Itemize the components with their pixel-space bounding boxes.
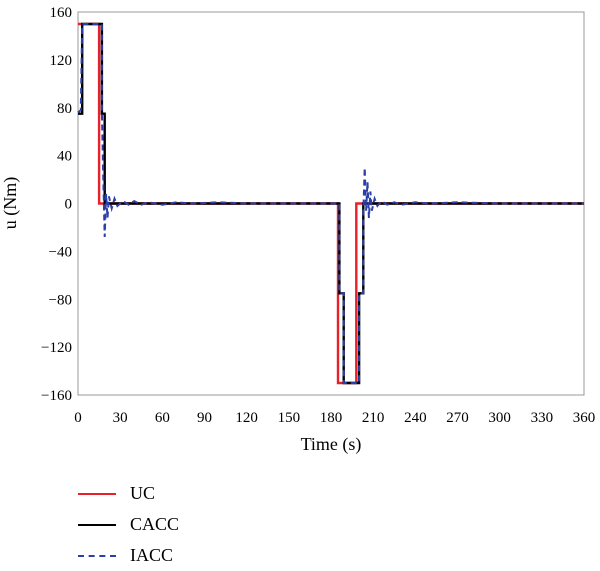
x-tick-label: 90 <box>197 410 212 426</box>
y-tick-label: 80 <box>57 101 72 117</box>
y-tick-label: −160 <box>41 388 72 404</box>
legend-label-iacc: IACC <box>130 545 174 565</box>
legend-swatch-cacc <box>78 523 116 526</box>
x-tick-label: 60 <box>155 410 170 426</box>
legend-label-uc: UC <box>130 483 156 503</box>
y-tick-label: 160 <box>50 5 73 21</box>
x-tick-label: 210 <box>362 410 385 426</box>
legend-label-cacc: CACC <box>130 514 180 534</box>
y-tick-label: −120 <box>41 340 72 356</box>
series-layer <box>77 22 584 385</box>
x-tick-label: 0 <box>74 410 82 426</box>
x-tick-label: 240 <box>404 410 427 426</box>
legend-item-cacc: CACC <box>78 509 179 540</box>
series-line-uc <box>78 22 584 385</box>
x-tick-label: 120 <box>235 410 258 426</box>
legend-item-iacc: IACC <box>78 540 179 571</box>
x-tick-label: 330 <box>531 410 554 426</box>
line-chart: 0 30 60 90 120 150 180 210 240 270 300 330 360 160 120… <box>0 5 595 455</box>
legend: UC CACC IACC <box>78 478 179 571</box>
x-tick-label: 360 <box>573 410 596 426</box>
y-axis-label: u (Nm) <box>0 177 21 230</box>
x-tick-label: 180 <box>320 410 343 426</box>
x-tick-label: 300 <box>488 410 511 426</box>
y-tick-label: −80 <box>49 292 72 308</box>
legend-item-uc: UC <box>78 478 179 509</box>
legend-swatch-iacc <box>78 554 116 557</box>
series-line-iacc <box>77 23 584 384</box>
y-tick-label: 40 <box>57 149 72 165</box>
y-tick-label: 0 <box>65 197 73 213</box>
x-tick-label: 270 <box>446 410 469 426</box>
tick-layer: 0 30 60 90 120 150 180 210 240 270 300 330 360 160 120… <box>41 5 595 426</box>
x-axis-label: Time (s) <box>301 434 362 455</box>
legend-swatch-uc <box>78 492 116 495</box>
y-tick-label: 120 <box>50 53 73 69</box>
x-tick-label: 150 <box>278 410 301 426</box>
x-tick-label: 30 <box>113 410 128 426</box>
y-tick-label: −40 <box>49 244 72 260</box>
